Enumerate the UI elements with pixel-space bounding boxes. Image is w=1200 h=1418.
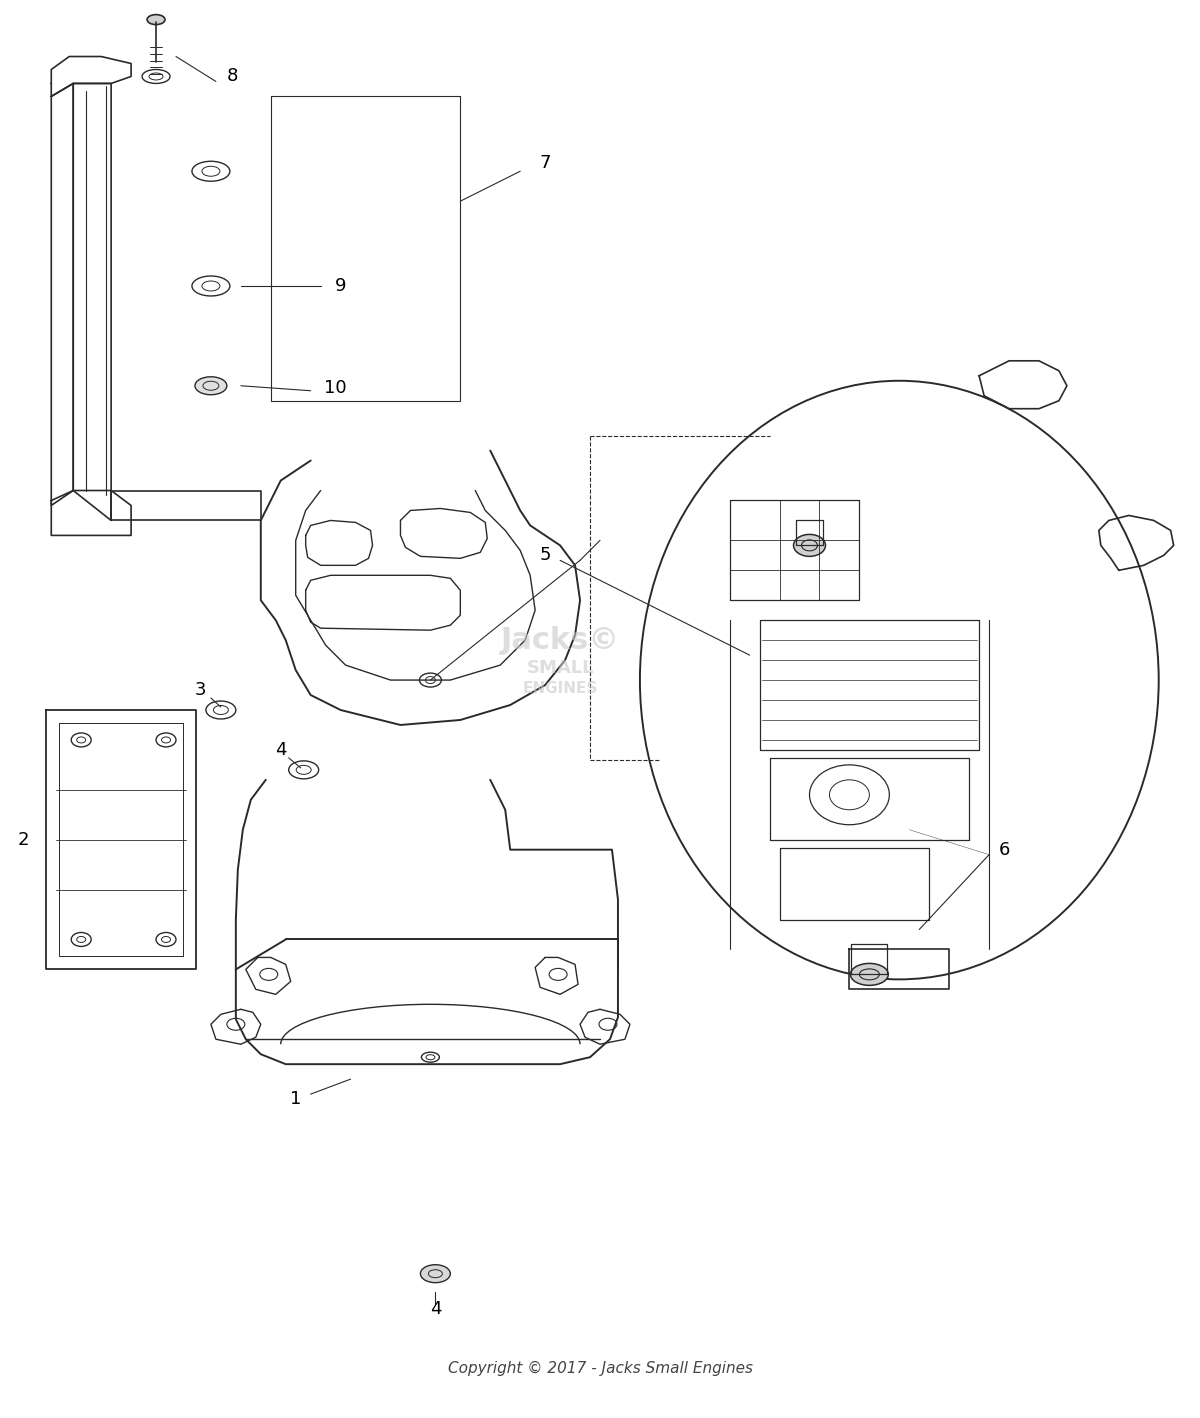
Text: 3: 3 bbox=[196, 681, 206, 699]
Text: 10: 10 bbox=[324, 379, 347, 397]
Ellipse shape bbox=[793, 535, 826, 556]
Ellipse shape bbox=[420, 1265, 450, 1283]
Text: 2: 2 bbox=[18, 831, 29, 849]
Text: 8: 8 bbox=[227, 68, 239, 85]
Text: ENGINES: ENGINES bbox=[522, 681, 598, 696]
Text: 9: 9 bbox=[335, 277, 347, 295]
Text: 5: 5 bbox=[539, 546, 551, 564]
Ellipse shape bbox=[851, 963, 888, 986]
Text: 6: 6 bbox=[998, 841, 1009, 859]
Text: 4: 4 bbox=[430, 1300, 442, 1317]
Text: 4: 4 bbox=[275, 742, 287, 759]
Text: 1: 1 bbox=[290, 1090, 301, 1107]
Text: SMALL: SMALL bbox=[527, 659, 594, 676]
Text: Jacks©: Jacks© bbox=[500, 625, 619, 655]
Text: Copyright © 2017 - Jacks Small Engines: Copyright © 2017 - Jacks Small Engines bbox=[448, 1361, 752, 1375]
Ellipse shape bbox=[148, 14, 166, 24]
Text: 7: 7 bbox=[539, 155, 551, 172]
Ellipse shape bbox=[194, 377, 227, 394]
